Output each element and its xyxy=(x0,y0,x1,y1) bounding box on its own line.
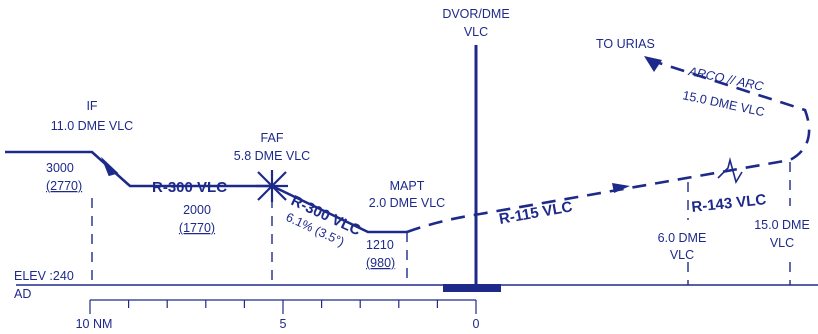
missed-radial: R-115 VLC xyxy=(498,198,574,228)
missed-arrow xyxy=(612,183,630,193)
seg1-radial: R-300 VLC xyxy=(152,179,227,196)
r143-radial: R-143 VLC xyxy=(691,191,768,216)
dme15-label-2: VLC xyxy=(770,236,794,250)
fix-dashed-lines xyxy=(91,162,791,285)
dvor-label-1: DVOR/DME xyxy=(442,7,509,21)
dme6-label-2: VLC xyxy=(670,248,694,262)
faf-label-1: FAF xyxy=(261,131,284,145)
faf-symbol xyxy=(256,170,288,202)
aerodrome-label: AD xyxy=(14,287,31,301)
arc-label-2: 15.0 DME VLC xyxy=(681,88,765,119)
scale-0-label: 0 xyxy=(473,317,480,331)
if-altitude-ref: (2770) xyxy=(46,179,82,193)
if-label-2: 11.0 DME VLC xyxy=(51,119,133,133)
scale-10-label: 10 NM xyxy=(76,317,113,331)
break-symbol xyxy=(717,156,743,185)
if-label-1: IF xyxy=(86,99,97,113)
scale-5-label: 5 xyxy=(280,317,287,331)
elevation-label: ELEV :240 xyxy=(14,269,74,283)
seg1-altitude: 2000 xyxy=(183,203,211,217)
runway-bar xyxy=(443,284,501,292)
arc-label-1: ARCO // ARC xyxy=(686,64,765,94)
mapt-altitude-ref: (980) xyxy=(366,256,395,270)
if-altitude: 3000 xyxy=(46,161,74,175)
to-urias-label: TO URIAS xyxy=(596,37,655,51)
mapt-label-1: MAPT xyxy=(390,179,425,193)
dme15-label-1: 15.0 DME xyxy=(754,218,810,232)
mapt-altitude: 1210 xyxy=(366,238,394,252)
missed-approach-path xyxy=(406,58,811,234)
descent-arrow xyxy=(100,156,119,177)
faf-label-2: 5.8 DME VLC xyxy=(234,149,310,163)
approach-path xyxy=(5,150,407,234)
dvor-label-2: VLC xyxy=(464,25,488,39)
distance-scale xyxy=(89,299,477,314)
dme6-label-1: 6.0 DME xyxy=(658,231,707,245)
arc-arrow xyxy=(644,56,662,72)
seg1-altitude-ref: (1770) xyxy=(179,221,215,235)
mapt-label-2: 2.0 DME VLC xyxy=(369,196,445,210)
